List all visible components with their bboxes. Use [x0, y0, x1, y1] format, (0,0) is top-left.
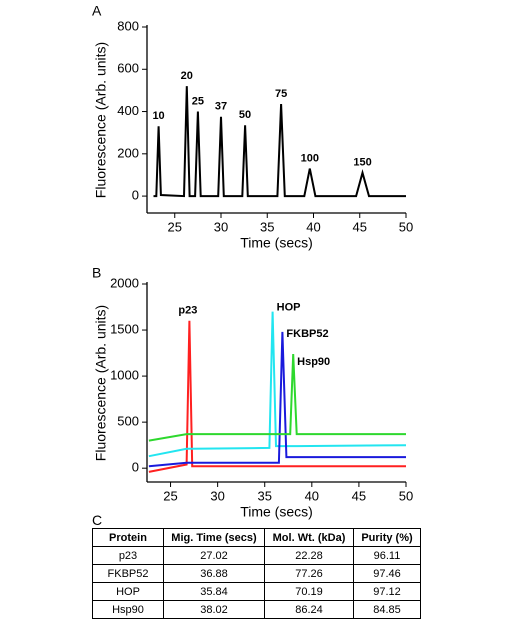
series-label: p23 [178, 305, 197, 317]
peak-label: 50 [239, 109, 251, 121]
table-cell: 97.46 [353, 564, 421, 583]
table-cell: HOP [92, 582, 164, 601]
y-axis-label: Fluorescence (Arb. units) [93, 305, 109, 461]
y-tick-label: 800 [117, 18, 139, 33]
x-tick-label: 40 [306, 219, 320, 234]
data-line [148, 353, 406, 442]
column-header: Purity (%) [353, 528, 421, 547]
table-cell: 22.28 [264, 546, 354, 565]
column-header: Protein [92, 528, 164, 547]
peak-label: 10 [152, 110, 164, 122]
data-line [148, 311, 407, 458]
table-cell: 96.11 [353, 546, 421, 565]
table-cell: 70.19 [264, 582, 354, 601]
table-cell: 27.02 [163, 546, 265, 565]
y-tick-label: 2000 [110, 275, 139, 290]
table-row: Hsp90 38.02 86.24 84.85 [92, 600, 421, 619]
x-tick-label: 50 [399, 219, 413, 234]
table-cell: 77.26 [264, 564, 354, 583]
x-tick-label: 50 [399, 488, 413, 503]
y-tick-label: 200 [117, 145, 139, 160]
x-tick-label: 35 [260, 219, 274, 234]
y-tick-label: 1000 [110, 368, 139, 383]
x-tick-label: 35 [257, 488, 271, 503]
column-header: Mig. Time (secs) [163, 528, 265, 547]
peak-label: 150 [353, 157, 371, 169]
y-tick-label: 500 [117, 414, 139, 429]
peak-label: 75 [275, 88, 287, 100]
x-tick-label: 45 [352, 488, 366, 503]
y-axis-label: Fluorescence (Arb. units) [93, 42, 109, 198]
header-row: Protein Mig. Time (secs) Mol. Wt. (kDa) Pur… [92, 528, 421, 547]
y-tick-label: 0 [132, 460, 139, 475]
y-tick-label: 600 [117, 61, 139, 76]
x-tick-label: 40 [305, 488, 319, 503]
x-tick-label: 25 [168, 219, 182, 234]
table-cell: 97.12 [353, 582, 421, 601]
table-row: FKBP52 36.88 77.26 97.46 [92, 564, 421, 583]
peak-label: 100 [301, 153, 319, 165]
x-axis-label: Time (secs) [240, 504, 313, 520]
panel-label: A [92, 3, 102, 19]
data-line [148, 331, 406, 468]
peak-label: 20 [181, 70, 193, 82]
data-line [148, 320, 406, 473]
x-tick-label: 30 [210, 488, 224, 503]
table-cell: 35.84 [163, 582, 265, 601]
table-row: p23 27.02 22.28 96.11 [92, 546, 421, 565]
data-line [153, 86, 406, 198]
table-cell: p23 [92, 546, 164, 565]
series-label: FKBP52 [286, 328, 328, 340]
x-tick-label: 45 [353, 219, 367, 234]
series-label: Hsp90 [297, 356, 330, 368]
x-axis-label: Time (secs) [240, 235, 313, 251]
x-tick-label: 25 [163, 488, 177, 503]
peak-label: 25 [192, 95, 204, 107]
table: Protein Mig. Time (secs) Mol. Wt. (kDa) Pur… [92, 528, 421, 619]
panel-label: C [92, 512, 103, 528]
x-tick-label: 30 [214, 219, 228, 234]
table-cell: 36.88 [163, 564, 265, 583]
peak-label: 37 [215, 101, 227, 113]
table-cell: Hsp90 [92, 600, 164, 619]
table-cell: FKBP52 [92, 564, 164, 583]
table-row: HOP 35.84 70.19 97.12 [92, 582, 421, 601]
y-tick-label: 0 [132, 188, 139, 203]
column-header: Mol. Wt. (kDa) [264, 528, 354, 547]
y-tick-label: 400 [117, 103, 139, 118]
series-label: HOP [277, 302, 301, 314]
y-tick-label: 1500 [110, 321, 139, 336]
panel-label: B [92, 265, 101, 281]
